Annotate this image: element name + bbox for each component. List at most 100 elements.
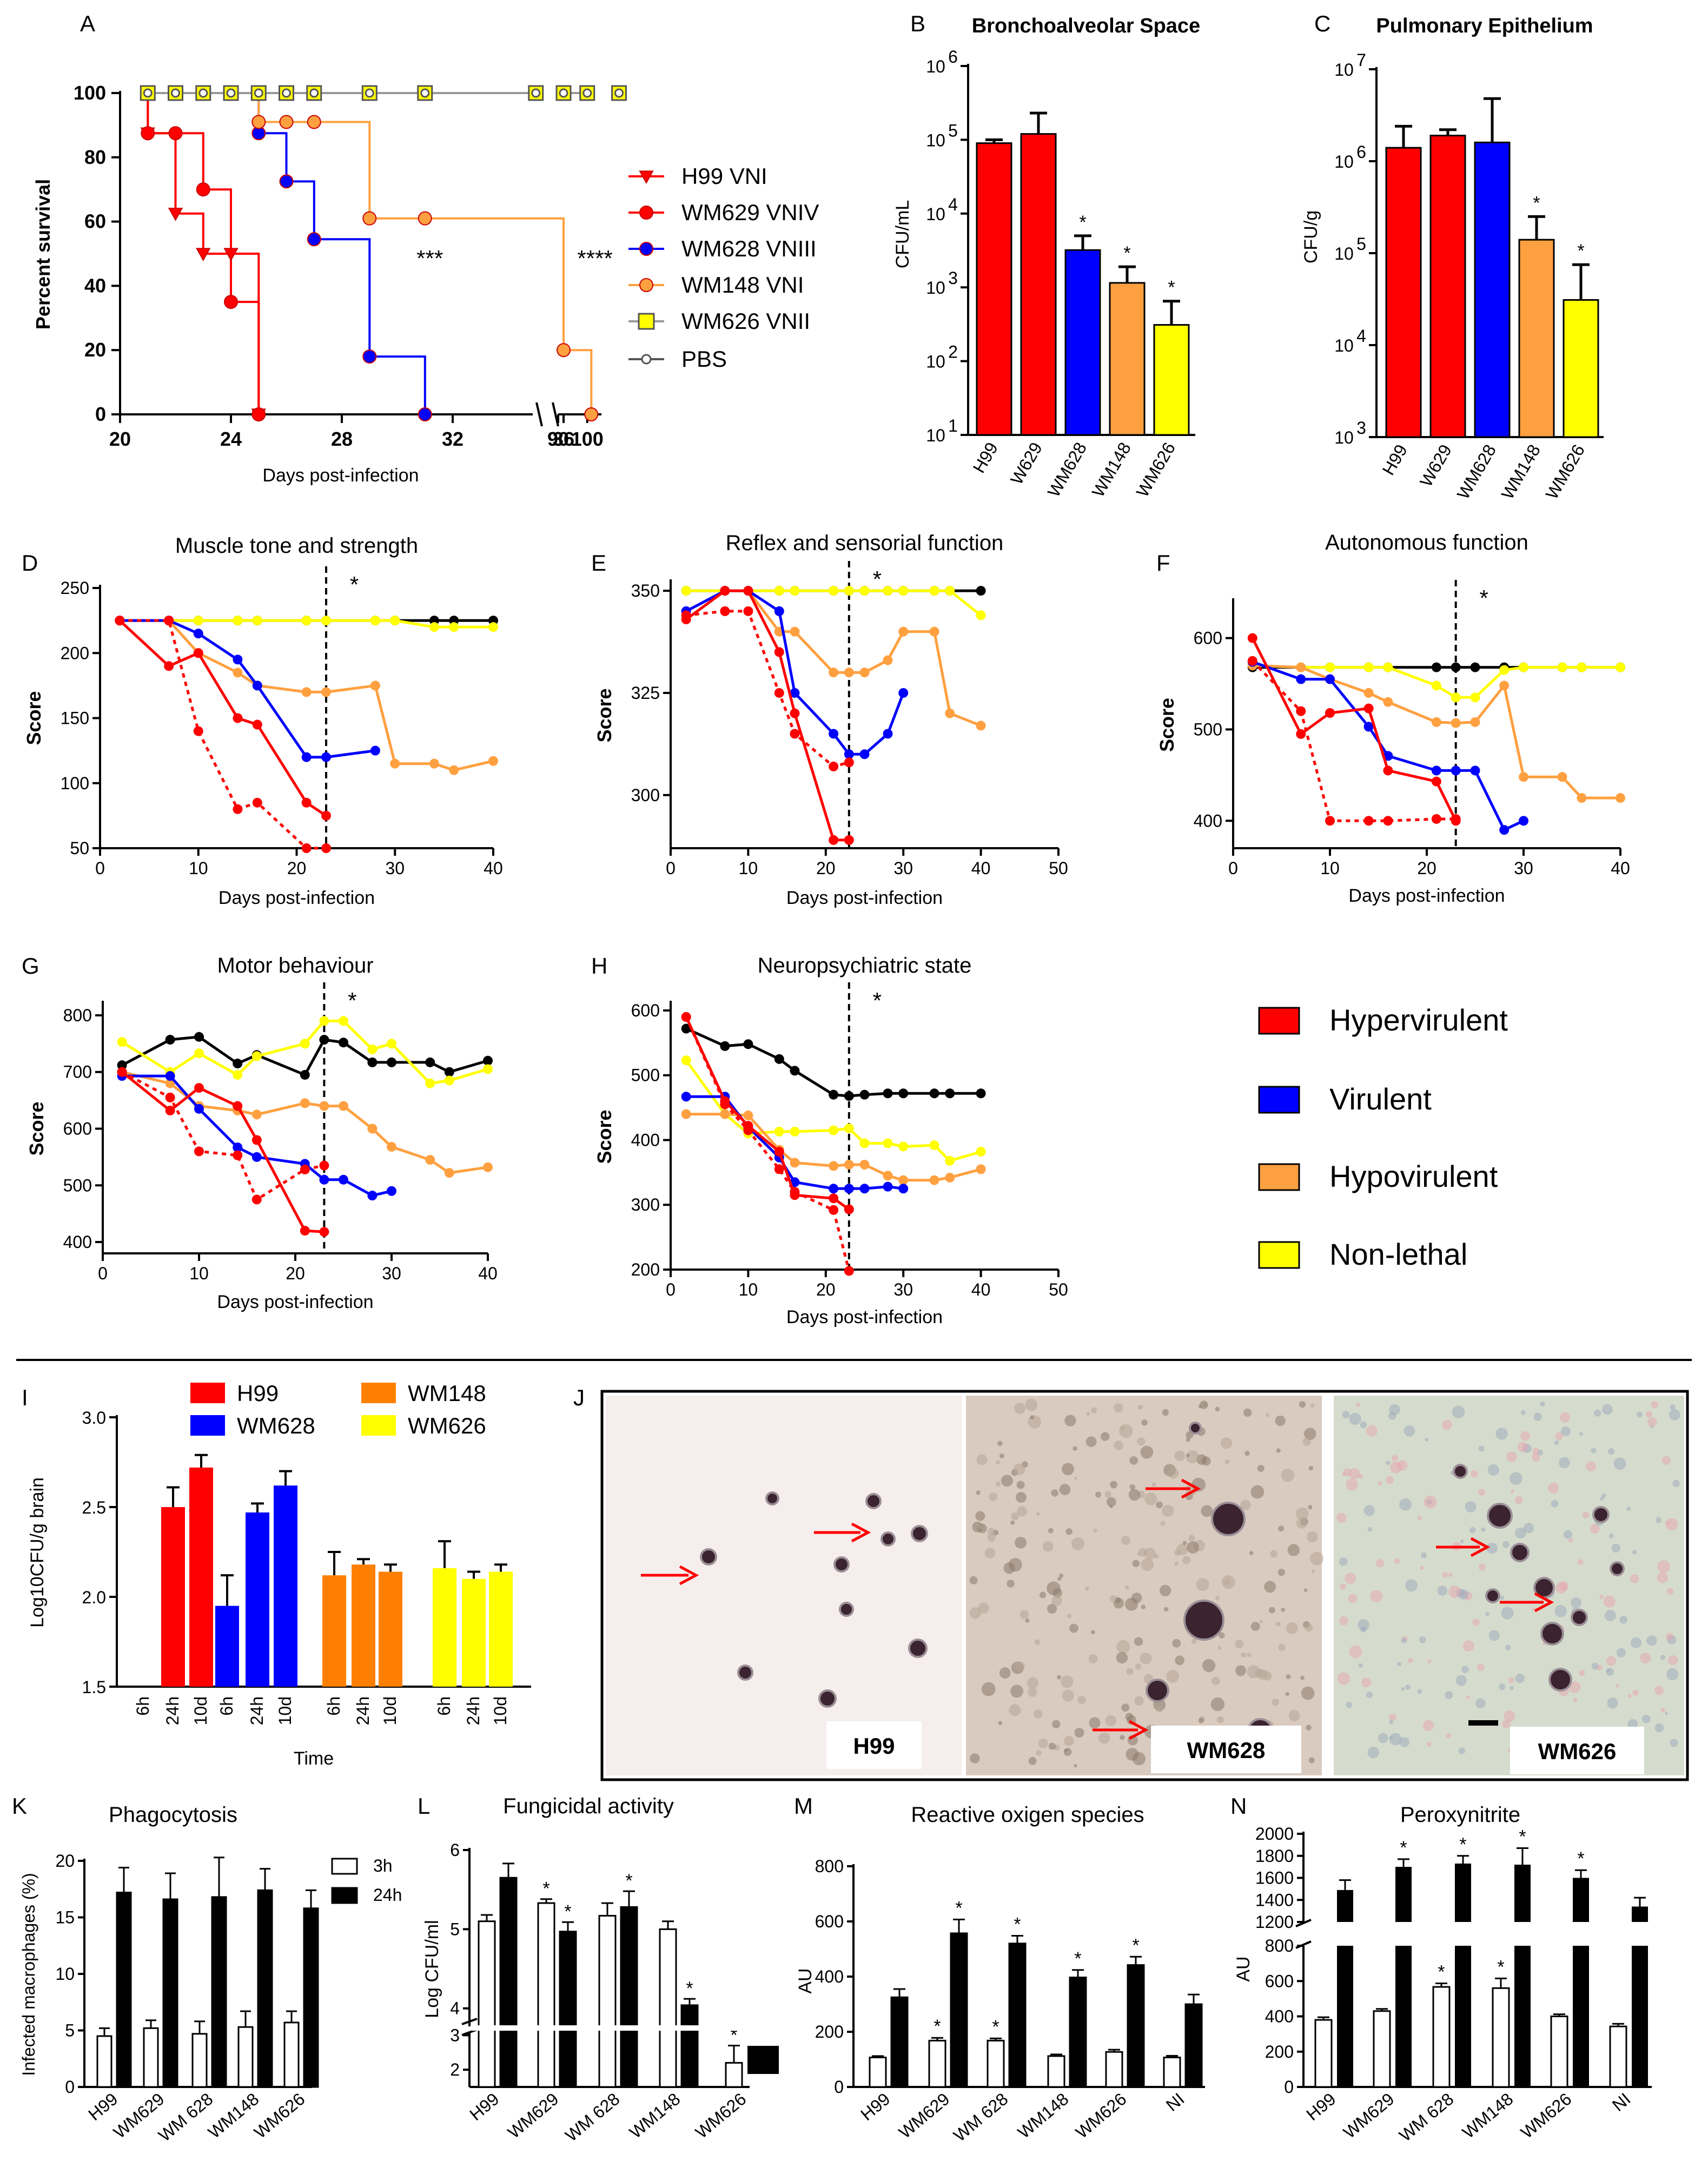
tissue-speck	[1088, 1654, 1098, 1664]
y-tick-label: 800	[1265, 1936, 1294, 1956]
tissue-speck	[1109, 1595, 1117, 1603]
tissue-speck	[1166, 1669, 1180, 1683]
tissue-speck	[1346, 1478, 1358, 1491]
tissue-speck	[1370, 1590, 1383, 1603]
tissue-speck	[1286, 1622, 1298, 1634]
y-tick-label: 0	[834, 2077, 844, 2097]
data-point	[339, 1174, 348, 1185]
x-tick-label: WM628	[1453, 441, 1500, 503]
data-point	[844, 835, 854, 845]
x-tick-label: WM626	[1133, 439, 1179, 500]
tissue-speck	[1141, 1419, 1148, 1426]
y-tick-label: 500	[63, 1175, 92, 1195]
x-tick-label: 40	[478, 1264, 498, 1283]
data-point	[929, 626, 939, 637]
x-tick-label: H99	[1379, 441, 1412, 479]
y-axis-label: Score	[25, 1101, 48, 1155]
data-point	[390, 758, 400, 769]
tissue-speck	[1071, 1537, 1085, 1550]
tissue-speck	[1632, 1550, 1637, 1555]
tissue-speck	[1475, 1698, 1486, 1708]
y-tick-exponent: 3	[1356, 418, 1366, 438]
bar-24h	[257, 1889, 273, 2088]
tissue-speck	[1175, 1655, 1184, 1666]
tissue-speck	[1481, 1527, 1486, 1532]
tissue-speck	[1016, 1492, 1027, 1503]
tissue-speck	[1586, 1461, 1596, 1472]
tissue-speck	[1129, 1484, 1136, 1490]
tissue-speck	[1616, 1648, 1626, 1657]
x-tick-label: H99	[969, 439, 1002, 477]
tissue-speck	[1278, 1525, 1284, 1532]
x-tick-label: 10	[739, 858, 758, 878]
tissue-speck	[1442, 1572, 1448, 1578]
data-point	[425, 1155, 435, 1165]
data-point	[859, 1089, 870, 1100]
yeast-cell	[839, 1602, 854, 1617]
yeast-cell	[700, 1548, 717, 1565]
tissue-speck	[1654, 1686, 1664, 1695]
panel-label-N: N	[1230, 1793, 1247, 1819]
tissue-speck	[1281, 1607, 1286, 1612]
yeast-cell	[1571, 1609, 1588, 1626]
tissue-speck	[1343, 1468, 1352, 1477]
y-tick-label: 300	[631, 1195, 660, 1214]
x-tick-label: 10d	[491, 1696, 510, 1725]
data-point	[859, 1184, 870, 1194]
data-point	[117, 1037, 127, 1047]
bar-24h-lower	[1514, 1946, 1531, 2087]
tissue-speck	[1446, 1733, 1451, 1739]
bar-24h	[1069, 1977, 1087, 2088]
bar-24h-upper	[1632, 1906, 1648, 1922]
tissue-speck	[1510, 1472, 1522, 1485]
x-tick-label: 100	[571, 428, 604, 450]
data-point	[1451, 692, 1461, 703]
bar-24h	[1184, 2003, 1203, 2088]
tissue-speck	[1308, 1505, 1313, 1510]
data-point	[339, 1016, 348, 1026]
yeast-cell	[1548, 1668, 1572, 1692]
data-point	[425, 1057, 435, 1067]
tissue-speck	[1285, 1692, 1289, 1696]
y-tick-exponent: 4	[948, 195, 958, 214]
yeast-cell	[1146, 1679, 1169, 1702]
data-point	[117, 1067, 127, 1077]
data-point	[883, 1138, 893, 1148]
tissue-speck	[1342, 1411, 1350, 1418]
tissue-speck	[1001, 1475, 1013, 1487]
significance-star: *	[542, 1879, 550, 1899]
tissue-speck	[1215, 1596, 1220, 1601]
tissue-speck	[1065, 1528, 1073, 1535]
significance-star: *	[348, 988, 356, 1013]
tissue-speck	[1120, 1735, 1125, 1740]
data-point	[233, 804, 243, 814]
tissue-speck	[1532, 1453, 1540, 1462]
tissue-speck	[1478, 1489, 1486, 1496]
y-tick-label: 1200	[1255, 1912, 1294, 1932]
bar-24h	[499, 1877, 518, 2088]
x-axis-label: Days post-infection	[217, 1292, 373, 1312]
tissue-speck	[1124, 1585, 1129, 1590]
x-tick-label: 30	[893, 1280, 913, 1299]
bar-WM626	[1153, 324, 1190, 436]
tissue-speck	[1163, 1607, 1169, 1612]
bar-WM628	[1064, 249, 1101, 436]
data-point	[193, 616, 203, 626]
y-tick-label: 400	[63, 1232, 92, 1252]
tissue-speck	[1386, 1461, 1391, 1465]
image-label: WM626	[1538, 1739, 1617, 1764]
tissue-speck	[1616, 1683, 1620, 1688]
y-axis-label: AU	[1233, 1956, 1254, 1981]
x-tick-label: 24h	[163, 1696, 182, 1725]
bar-3h	[1432, 1986, 1451, 2088]
bar-W629	[1020, 133, 1057, 436]
data-point	[449, 765, 459, 775]
tissue-speck	[1062, 1689, 1074, 1702]
bar-3h	[1105, 2051, 1123, 2088]
data-point	[252, 616, 262, 626]
panel-label-H: H	[591, 953, 607, 979]
survival-marker	[418, 211, 432, 226]
survival-marker	[223, 248, 239, 262]
y-tick-label: 4	[450, 1999, 460, 2018]
x-tick-label: 6h	[217, 1696, 236, 1716]
